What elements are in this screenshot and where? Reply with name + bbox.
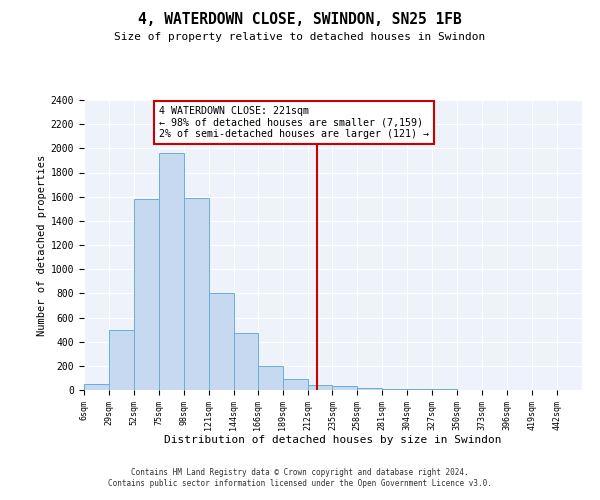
- Bar: [234, 332, 257, 390]
- X-axis label: Distribution of detached houses by size in Swindon: Distribution of detached houses by size …: [164, 436, 502, 446]
- Bar: [382, 389, 407, 390]
- Bar: [358, 388, 382, 390]
- Bar: [257, 366, 283, 390]
- Text: 4 WATERDOWN CLOSE: 221sqm
← 98% of detached houses are smaller (7,159)
2% of sem: 4 WATERDOWN CLOSE: 221sqm ← 98% of detac…: [159, 106, 429, 139]
- Text: Contains HM Land Registry data © Crown copyright and database right 2024.
Contai: Contains HM Land Registry data © Crown c…: [108, 468, 492, 487]
- Y-axis label: Number of detached properties: Number of detached properties: [37, 154, 47, 336]
- Bar: [332, 386, 358, 390]
- Bar: [283, 379, 308, 390]
- Bar: [184, 198, 209, 390]
- Text: Size of property relative to detached houses in Swindon: Size of property relative to detached ho…: [115, 32, 485, 42]
- Text: 4, WATERDOWN CLOSE, SWINDON, SN25 1FB: 4, WATERDOWN CLOSE, SWINDON, SN25 1FB: [138, 12, 462, 28]
- Bar: [84, 384, 109, 390]
- Bar: [308, 385, 332, 390]
- Bar: [209, 294, 234, 390]
- Bar: [109, 330, 134, 390]
- Bar: [159, 153, 184, 390]
- Bar: [134, 199, 159, 390]
